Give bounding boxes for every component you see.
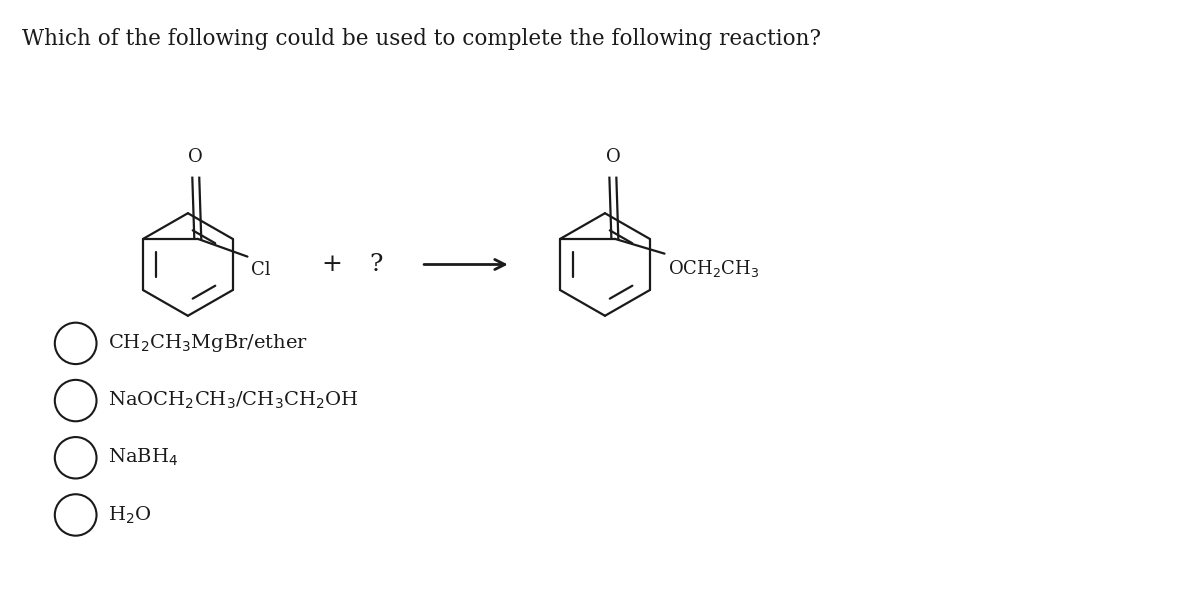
Text: O: O <box>188 148 203 166</box>
Text: NaBH$_4$: NaBH$_4$ <box>108 447 179 468</box>
Text: Which of the following could be used to complete the following reaction?: Which of the following could be used to … <box>22 28 821 50</box>
Text: CH$_2$CH$_3$MgBr/ether: CH$_2$CH$_3$MgBr/ether <box>108 332 308 355</box>
Text: O: O <box>606 148 620 166</box>
Text: H$_2$O: H$_2$O <box>108 504 152 525</box>
Text: +: + <box>322 253 342 276</box>
Text: Cl: Cl <box>252 261 271 279</box>
Text: ?: ? <box>370 253 383 276</box>
Text: OCH$_2$CH$_3$: OCH$_2$CH$_3$ <box>668 258 760 279</box>
Text: NaOCH$_2$CH$_3$/CH$_3$CH$_2$OH: NaOCH$_2$CH$_3$/CH$_3$CH$_2$OH <box>108 390 359 412</box>
